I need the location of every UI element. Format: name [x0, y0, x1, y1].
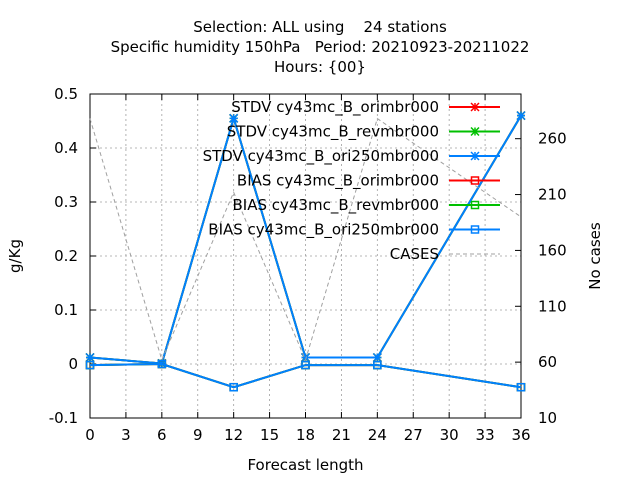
- series-6: [89, 117, 522, 362]
- marker-stroke: [85, 352, 95, 363]
- x-axis-label: Forecast length: [247, 456, 363, 474]
- series-2: [85, 111, 526, 368]
- y2-axis-label: No cases: [586, 222, 604, 290]
- y-tick-label: 0.1: [54, 301, 78, 319]
- y2-tick-label: 10: [538, 409, 557, 427]
- series-5: [85, 359, 526, 392]
- marker-stroke: [229, 113, 239, 123]
- x-tick-label: 3: [121, 426, 131, 444]
- x-tick-label: 12: [224, 426, 243, 444]
- legend-label: CASES: [390, 245, 439, 263]
- x-tick-label: 6: [157, 426, 167, 444]
- legend-label: STDV cy43mc_B_orimbr000: [231, 98, 439, 117]
- y-axis-label: g/Kg: [6, 239, 24, 273]
- data-point: [373, 360, 382, 370]
- x-tick-label: 0: [85, 426, 95, 444]
- x-tick-label: 18: [296, 426, 315, 444]
- x-tick-label: 27: [404, 426, 423, 444]
- x-tick-label: 24: [368, 426, 387, 444]
- data-point: [85, 360, 95, 370]
- data-point: [301, 360, 310, 370]
- x-tick-label: 33: [476, 426, 495, 444]
- legend-item: STDV cy43mc_B_ori250mbr000: [203, 147, 500, 166]
- x-tick-label: 30: [440, 426, 459, 444]
- x-tick-label: 15: [260, 426, 279, 444]
- y-tick-label: -0.1: [49, 409, 78, 427]
- y-tick-label: 0.4: [54, 139, 78, 157]
- data-point: [85, 352, 95, 363]
- chart-title-line3: Hours: {00}: [274, 58, 366, 76]
- legend-marker: [470, 200, 480, 210]
- y2-tick-label: 160: [538, 241, 567, 259]
- legend-marker: [470, 102, 480, 112]
- x-tick-label: 36: [511, 426, 530, 444]
- legend-item: STDV cy43mc_B_revmbr000: [227, 123, 500, 142]
- y-tick-label: 0: [68, 355, 78, 373]
- y2-tick-label: 60: [538, 353, 557, 371]
- legend-item: BIAS cy43mc_B_ori250mbr000: [208, 221, 500, 240]
- data-point: [516, 382, 526, 392]
- y2-tick-label: 260: [538, 130, 567, 148]
- legend: STDV cy43mc_B_orimbr000 STDV cy43mc_B_rev…: [203, 98, 500, 263]
- data-point: [157, 359, 167, 369]
- y-tick-label: 0.3: [54, 193, 78, 211]
- series-line: [89, 114, 522, 365]
- legend-label: STDV cy43mc_B_ori250mbr000: [203, 147, 439, 166]
- legend-marker: [470, 126, 480, 137]
- chart-title-line2: Specific humidity 150hPa Period: 2021092…: [110, 38, 530, 56]
- y2-tick-label: 110: [538, 297, 567, 315]
- series-layer: [85, 111, 526, 392]
- y-tick-label: 0.2: [54, 247, 78, 265]
- grid: [90, 94, 521, 418]
- data-point: [229, 113, 239, 123]
- data-point: [229, 382, 238, 392]
- series-line: [89, 362, 522, 389]
- data-point: [372, 352, 382, 363]
- legend-marker: [470, 176, 480, 185]
- legend-label: BIAS cy43mc_B_revmbr000: [233, 196, 440, 215]
- marker-stroke: [470, 126, 480, 137]
- y-tick-label: 0.5: [54, 85, 78, 103]
- legend-label: BIAS cy43mc_B_orimbr000: [237, 172, 439, 191]
- legend-label: BIAS cy43mc_B_ori250mbr000: [208, 221, 439, 240]
- marker-stroke: [300, 352, 311, 363]
- marker-stroke: [470, 151, 480, 161]
- y2-tick-label: 210: [538, 186, 567, 204]
- legend-item: BIAS cy43mc_B_orimbr000: [237, 172, 500, 191]
- x-tick-label: 21: [332, 426, 351, 444]
- marker-stroke: [372, 352, 382, 363]
- axis-ticks: 0 3 6 9 12 15 18 21 24 27 30 33 36-0.100.10.20.30.40…: [49, 85, 567, 444]
- legend-item: STDV cy43mc_B_orimbr000: [231, 98, 500, 117]
- series-line: [89, 117, 522, 362]
- legend-marker: [470, 151, 480, 161]
- legend-marker: [470, 225, 480, 234]
- data-point: [516, 111, 526, 121]
- x-tick-label: 9: [193, 426, 203, 444]
- chart-title-line1: Selection: ALL using 24 stations: [193, 18, 447, 36]
- marker-stroke: [470, 102, 480, 112]
- marker-stroke: [516, 111, 526, 121]
- legend-item: BIAS cy43mc_B_revmbr000: [233, 196, 500, 215]
- legend-label: STDV cy43mc_B_revmbr000: [227, 123, 439, 142]
- legend-item: CASES: [390, 245, 500, 263]
